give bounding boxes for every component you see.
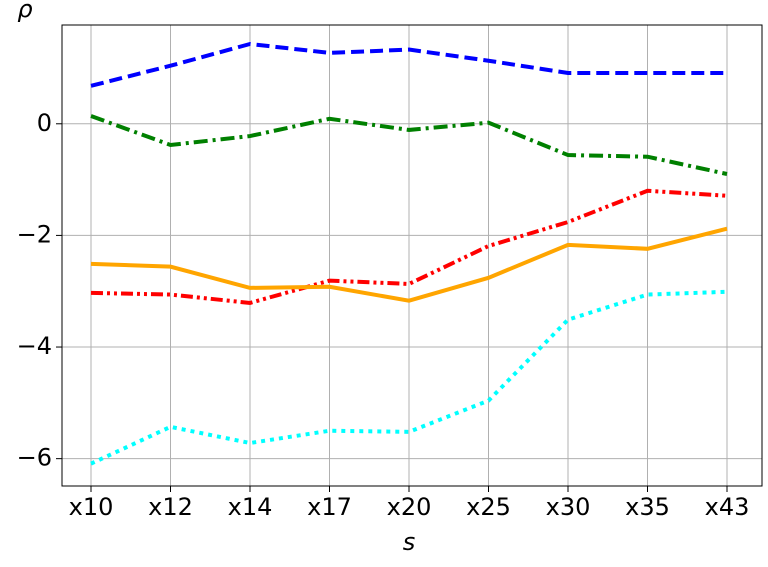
x-tick-label: x43 (705, 493, 750, 521)
x-axis-label: s (403, 528, 416, 556)
series-line (90, 188, 728, 305)
plot-frame (61, 24, 763, 487)
series-line (90, 226, 728, 303)
x-tick-label: x14 (228, 493, 273, 521)
x-tick-label: x17 (307, 493, 352, 521)
x-tick-label: x20 (387, 493, 432, 521)
x-tick-label: x10 (69, 493, 114, 521)
y-tick-label: −4 (17, 332, 52, 360)
y-tick-label: −6 (17, 444, 52, 472)
series-line (90, 41, 727, 88)
x-tick-label: x12 (148, 493, 193, 521)
x-tick-label: x35 (625, 493, 670, 521)
y-tick-label: −2 (17, 220, 52, 248)
x-tick-label: x30 (546, 493, 591, 521)
series-line (90, 114, 728, 176)
y-axis-label: ρ (17, 0, 32, 23)
y-tick-label: 0 (37, 109, 52, 137)
x-tick-label: x25 (466, 493, 511, 521)
